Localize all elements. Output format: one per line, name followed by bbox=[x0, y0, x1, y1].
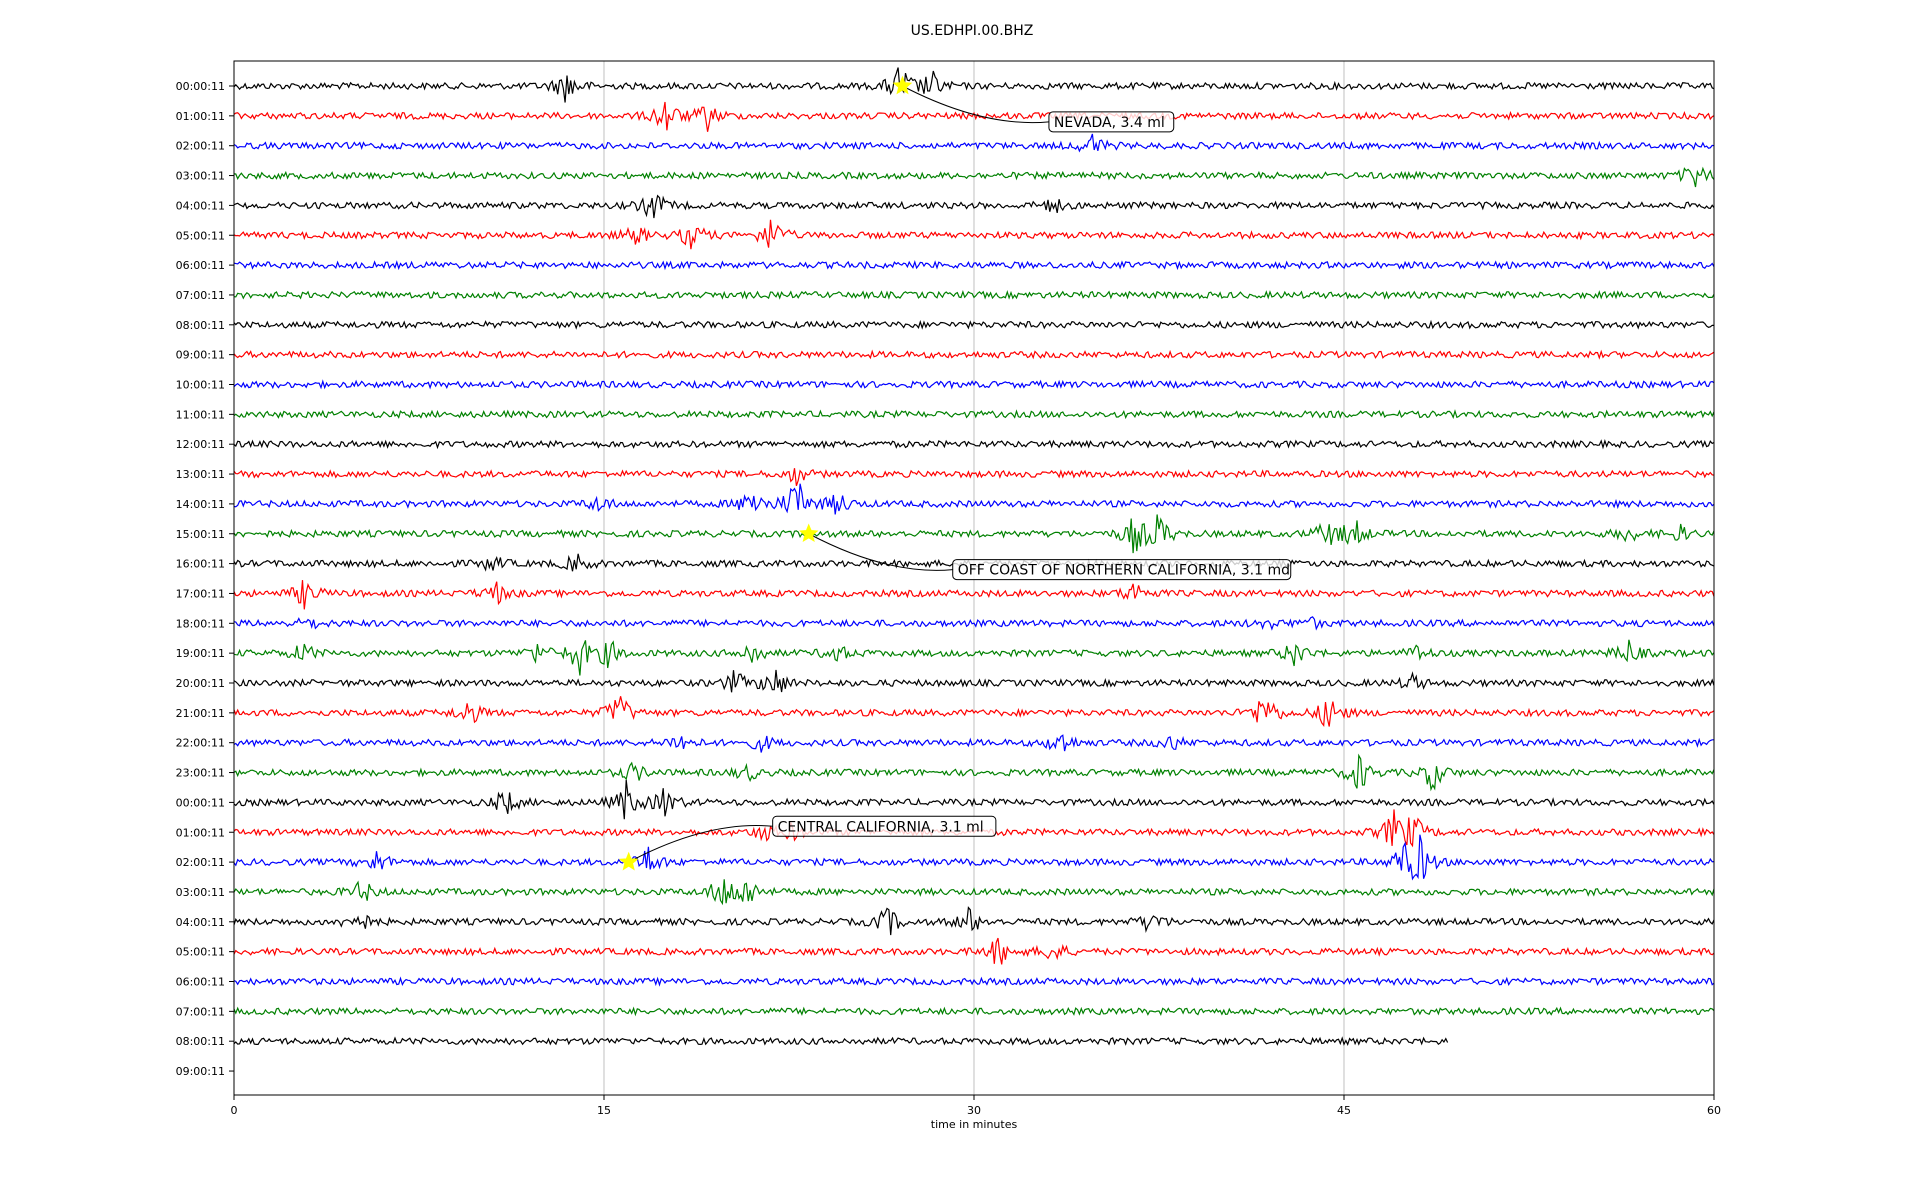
trace-line bbox=[233, 976, 1715, 987]
trace-line bbox=[233, 409, 1715, 420]
row-label: 05:00:11 bbox=[176, 946, 225, 959]
row-label: 14:00:11 bbox=[176, 498, 225, 511]
row-label: 10:00:11 bbox=[176, 379, 225, 392]
trace-line bbox=[233, 349, 1715, 360]
trace-line bbox=[233, 468, 1715, 486]
row-label: 08:00:11 bbox=[176, 319, 225, 332]
trace-line bbox=[233, 779, 1715, 820]
row-label: 20:00:11 bbox=[176, 677, 225, 690]
row-label: 11:00:11 bbox=[176, 408, 225, 421]
trace-line bbox=[233, 67, 1715, 103]
annotation-arrow bbox=[902, 85, 1049, 124]
traces-group bbox=[233, 67, 1715, 1047]
row-label: 09:00:11 bbox=[176, 349, 225, 362]
trace-line bbox=[233, 101, 1715, 132]
row-label: 00:00:11 bbox=[176, 796, 225, 809]
row-label: 07:00:11 bbox=[176, 289, 225, 302]
x-tick-label: 0 bbox=[231, 1104, 238, 1117]
row-label: 03:00:11 bbox=[176, 170, 225, 183]
trace-line bbox=[233, 669, 1715, 693]
row-label: 06:00:11 bbox=[176, 976, 225, 989]
row-label: 16:00:11 bbox=[176, 558, 225, 571]
trace-line bbox=[233, 290, 1715, 300]
trace-line bbox=[233, 1006, 1715, 1017]
event-label: CENTRAL CALIFORNIA, 3.1 ml bbox=[778, 819, 984, 835]
row-label: 12:00:11 bbox=[176, 438, 225, 451]
trace-line bbox=[233, 483, 1715, 515]
row-label: 22:00:11 bbox=[176, 737, 225, 750]
row-label: 03:00:11 bbox=[176, 886, 225, 899]
chart-title: US.EDHPI.00.BHZ bbox=[911, 23, 1034, 39]
trace-line bbox=[233, 379, 1715, 390]
row-label: 06:00:11 bbox=[176, 259, 225, 272]
trace-line bbox=[233, 319, 1715, 330]
row-label: 15:00:11 bbox=[176, 528, 225, 541]
annotation-arrow bbox=[628, 825, 773, 863]
x-axis: 0 15 30 45 60 bbox=[231, 1095, 1721, 1117]
event-star-marker bbox=[798, 523, 819, 543]
y-axis: 00:00:11 01:00:11 02:00:11 03:00:11 04:00:11… bbox=[176, 80, 234, 1078]
x-tick-label: 45 bbox=[1337, 1104, 1351, 1117]
x-tick-label: 30 bbox=[967, 1104, 981, 1117]
trace-line bbox=[233, 133, 1715, 153]
row-label: 18:00:11 bbox=[176, 617, 225, 630]
row-label: 02:00:11 bbox=[176, 856, 225, 869]
event-label: NEVADA, 3.4 ml bbox=[1054, 115, 1165, 131]
trace-line bbox=[233, 696, 1715, 727]
trace-line bbox=[233, 194, 1715, 219]
row-label: 17:00:11 bbox=[176, 587, 225, 600]
trace-line bbox=[233, 616, 1715, 631]
trace-line bbox=[233, 1036, 1449, 1047]
annotation-arrow bbox=[808, 533, 953, 571]
trace-line bbox=[233, 514, 1715, 554]
row-label: 09:00:11 bbox=[176, 1065, 225, 1078]
row-label: 00:00:11 bbox=[176, 80, 225, 93]
event-star-marker bbox=[892, 75, 913, 95]
trace-line bbox=[233, 219, 1715, 250]
trace-line bbox=[233, 753, 1715, 792]
trace-line bbox=[233, 734, 1714, 753]
annotation-box bbox=[1048, 111, 1175, 133]
event-annotations: NEVADA, 3.4 ml OFF COAST OF NORTHERN CALI… bbox=[618, 75, 1292, 871]
row-label: 08:00:11 bbox=[176, 1035, 225, 1048]
row-label: 13:00:11 bbox=[176, 468, 225, 481]
trace-line bbox=[233, 937, 1715, 965]
trace-line bbox=[233, 260, 1715, 271]
row-label: 04:00:11 bbox=[176, 916, 225, 929]
row-label: 19:00:11 bbox=[176, 647, 225, 660]
trace-line bbox=[233, 834, 1715, 881]
trace-line bbox=[233, 639, 1715, 676]
row-label: 21:00:11 bbox=[176, 707, 225, 720]
row-label: 05:00:11 bbox=[176, 229, 225, 242]
x-axis-label: time in minutes bbox=[931, 1118, 1018, 1131]
x-tick-label: 15 bbox=[597, 1104, 611, 1117]
trace-line bbox=[233, 166, 1715, 188]
trace-line bbox=[233, 439, 1715, 450]
annotation-box bbox=[952, 559, 1292, 581]
row-label: 23:00:11 bbox=[176, 767, 225, 780]
row-label: 01:00:11 bbox=[176, 110, 225, 123]
trace-line bbox=[233, 580, 1715, 610]
row-label: 02:00:11 bbox=[176, 140, 225, 153]
annotation-box bbox=[772, 815, 997, 837]
row-label: 04:00:11 bbox=[176, 199, 225, 212]
x-tick-label: 60 bbox=[1707, 1104, 1721, 1117]
event-star-marker bbox=[618, 851, 639, 871]
row-label: 01:00:11 bbox=[176, 826, 225, 839]
row-label: 07:00:11 bbox=[176, 1005, 225, 1018]
trace-line bbox=[233, 906, 1715, 936]
event-label: OFF COAST OF NORTHERN CALIFORNIA, 3.1 md bbox=[958, 563, 1290, 579]
trace-line bbox=[233, 879, 1715, 906]
